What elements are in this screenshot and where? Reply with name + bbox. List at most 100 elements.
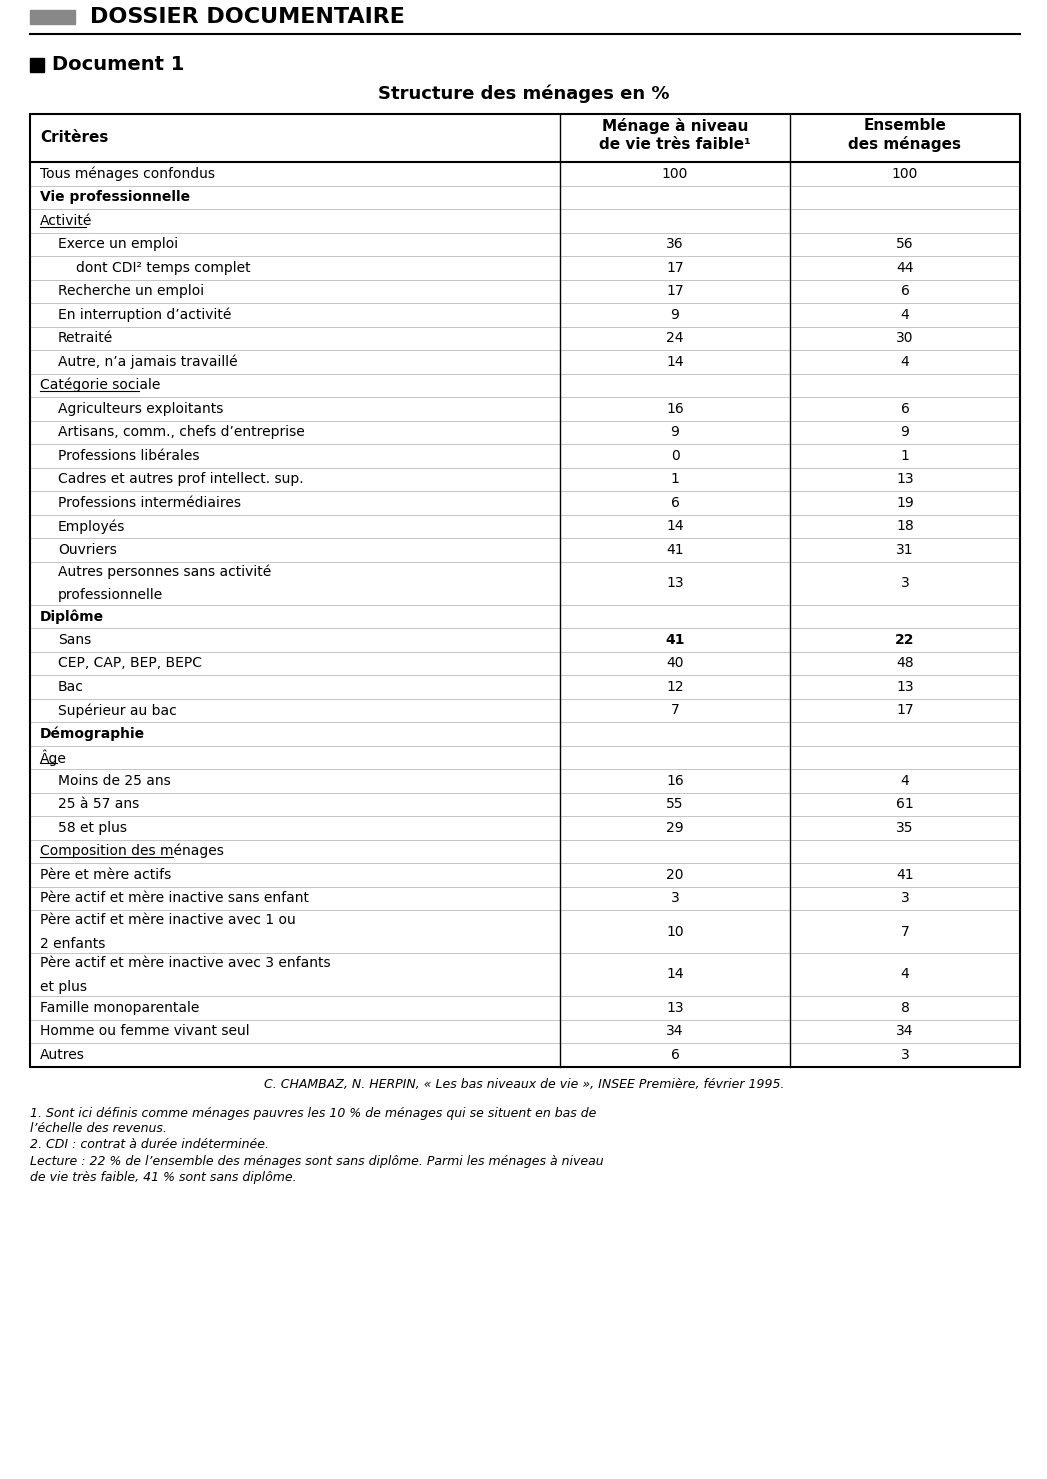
Text: de vie très faible, 41 % sont sans diplôme.: de vie très faible, 41 % sont sans diplô…	[30, 1170, 296, 1183]
Text: dont CDI² temps complet: dont CDI² temps complet	[76, 260, 250, 275]
Text: 20: 20	[666, 868, 684, 881]
Text: 13: 13	[896, 472, 914, 487]
Text: Homme ou femme vivant seul: Homme ou femme vivant seul	[40, 1025, 249, 1038]
Text: C. CHAMBAZ, N. HERPIN, « Les bas niveaux de vie », INSEE Première, février 1995.: C. CHAMBAZ, N. HERPIN, « Les bas niveaux…	[264, 1078, 784, 1092]
Text: Critères: Critères	[40, 130, 109, 145]
Text: 7: 7	[900, 924, 910, 939]
Text: 61: 61	[896, 797, 914, 812]
Text: Professions intermédiaires: Professions intermédiaires	[58, 495, 241, 510]
Text: 34: 34	[666, 1025, 684, 1038]
Text: 6: 6	[670, 1047, 680, 1062]
Text: 3: 3	[900, 1047, 910, 1062]
Bar	[30, 10, 75, 24]
Text: 13: 13	[666, 1001, 684, 1015]
Text: 9: 9	[670, 426, 680, 439]
Text: 41: 41	[666, 543, 684, 556]
Text: Tous ménages confondus: Tous ménages confondus	[40, 167, 215, 180]
Text: 3: 3	[900, 892, 910, 905]
Text: 4: 4	[900, 967, 910, 982]
Text: Document 1: Document 1	[52, 55, 184, 74]
Text: 6: 6	[900, 284, 910, 299]
Text: 14: 14	[666, 355, 684, 368]
Text: 17: 17	[896, 703, 914, 717]
Text: 4: 4	[900, 355, 910, 368]
Text: 10: 10	[666, 924, 684, 939]
Text: Autres: Autres	[40, 1047, 85, 1062]
Text: 1: 1	[670, 472, 680, 487]
Text: Retraité: Retraité	[58, 331, 113, 345]
Text: 14: 14	[666, 967, 684, 982]
Text: 1. Sont ici définis comme ménages pauvres les 10 % de ménages qui se situent en : 1. Sont ici définis comme ménages pauvre…	[30, 1106, 597, 1120]
Text: Ensemble
des ménages: Ensemble des ménages	[848, 118, 961, 152]
Text: 7: 7	[671, 703, 680, 717]
Text: 31: 31	[896, 543, 914, 556]
Text: 13: 13	[666, 575, 684, 590]
Text: l’échelle des revenus.: l’échelle des revenus.	[30, 1123, 166, 1136]
Text: 16: 16	[666, 402, 684, 416]
Text: Structure des ménages en %: Structure des ménages en %	[378, 84, 670, 104]
Text: 4: 4	[900, 308, 910, 322]
Text: 55: 55	[666, 797, 684, 812]
Text: 14: 14	[666, 519, 684, 534]
Text: Démographie: Démographie	[40, 726, 146, 741]
Text: Famille monoparentale: Famille monoparentale	[40, 1001, 199, 1015]
Text: En interruption d’activité: En interruption d’activité	[58, 308, 231, 322]
Text: 2. CDI : contrat à durée indéterminée.: 2. CDI : contrat à durée indéterminée.	[30, 1139, 269, 1152]
Text: 17: 17	[666, 260, 684, 275]
Text: 2 enfants: 2 enfants	[40, 936, 106, 951]
Text: Employés: Employés	[58, 519, 126, 534]
Text: 1: 1	[900, 448, 910, 463]
Text: 24: 24	[666, 331, 684, 345]
Text: Composition des ménages: Composition des ménages	[40, 845, 224, 858]
Text: Sans: Sans	[58, 633, 91, 646]
Text: 12: 12	[666, 680, 684, 694]
Text: 34: 34	[896, 1025, 914, 1038]
Text: DOSSIER DOCUMENTAIRE: DOSSIER DOCUMENTAIRE	[90, 7, 405, 27]
Text: 58 et plus: 58 et plus	[58, 821, 127, 834]
Text: 41: 41	[896, 868, 914, 881]
Text: 35: 35	[896, 821, 914, 834]
Text: Vie professionnelle: Vie professionnelle	[40, 191, 191, 204]
Text: 29: 29	[666, 821, 684, 834]
Text: 9: 9	[900, 426, 910, 439]
Text: 9: 9	[670, 308, 680, 322]
Text: Agriculteurs exploitants: Agriculteurs exploitants	[58, 402, 223, 416]
Text: Ouvriers: Ouvriers	[58, 543, 117, 556]
Text: Ménage à niveau
de vie très faible¹: Ménage à niveau de vie très faible¹	[599, 118, 751, 152]
Text: Recherche un emploi: Recherche un emploi	[58, 284, 204, 299]
Text: Exerce un emploi: Exerce un emploi	[58, 237, 178, 251]
Text: Père et mère actifs: Père et mère actifs	[40, 868, 172, 881]
Text: Autre, n’a jamais travaillé: Autre, n’a jamais travaillé	[58, 355, 238, 368]
Text: 6: 6	[670, 495, 680, 510]
Text: 48: 48	[896, 657, 914, 670]
Text: 17: 17	[666, 284, 684, 299]
Text: Autres personnes sans activité: Autres personnes sans activité	[58, 565, 271, 578]
Text: 8: 8	[900, 1001, 910, 1015]
Text: 36: 36	[666, 237, 684, 251]
Bar	[30, 58, 44, 72]
Text: Père actif et mère inactive sans enfant: Père actif et mère inactive sans enfant	[40, 892, 309, 905]
Text: Professions libérales: Professions libérales	[58, 448, 200, 463]
Text: 19: 19	[896, 495, 914, 510]
Text: Diplôme: Diplôme	[40, 609, 104, 624]
Text: 100: 100	[892, 167, 918, 180]
Text: et plus: et plus	[40, 979, 87, 994]
Text: 56: 56	[896, 237, 914, 251]
Text: 6: 6	[900, 402, 910, 416]
Text: Âge: Âge	[40, 748, 67, 766]
Text: Moins de 25 ans: Moins de 25 ans	[58, 774, 171, 788]
Text: 100: 100	[662, 167, 688, 180]
Text: Lecture : 22 % de l’ensemble des ménages sont sans diplôme. Parmi les ménages à : Lecture : 22 % de l’ensemble des ménages…	[30, 1155, 604, 1167]
Text: 4: 4	[900, 774, 910, 788]
Text: 13: 13	[896, 680, 914, 694]
Text: 44: 44	[896, 260, 914, 275]
Text: Bac: Bac	[58, 680, 84, 694]
Text: Supérieur au bac: Supérieur au bac	[58, 703, 177, 717]
Text: 40: 40	[666, 657, 684, 670]
Text: 18: 18	[896, 519, 914, 534]
Text: professionnelle: professionnelle	[58, 589, 163, 602]
Text: Père actif et mère inactive avec 3 enfants: Père actif et mère inactive avec 3 enfan…	[40, 955, 331, 970]
Text: 41: 41	[665, 633, 685, 646]
Text: 25 à 57 ans: 25 à 57 ans	[58, 797, 139, 812]
Text: Cadres et autres prof intellect. sup.: Cadres et autres prof intellect. sup.	[58, 472, 304, 487]
